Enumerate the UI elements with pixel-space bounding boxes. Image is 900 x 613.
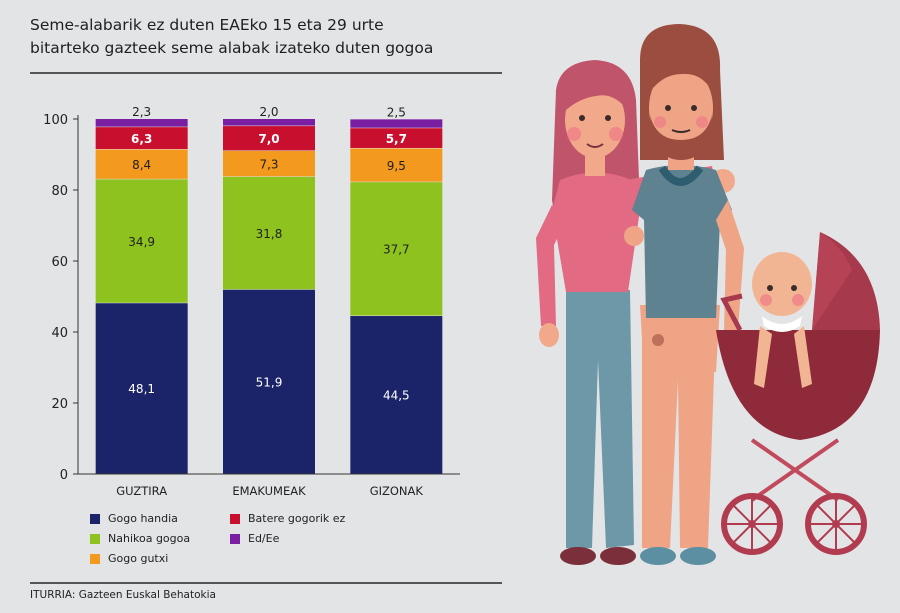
legend-swatch-ed-ee (230, 533, 240, 544)
stacked-bar-chart: 0 20 40 60 80 100 48,1 34,9 8,4 6,3 2,3 GUZTIRA 51,9… (43, 105, 460, 498)
legend-label-gogo-handia: Gogo handia (108, 512, 178, 525)
bar-segment-gogo-handia-gizonak (350, 316, 443, 474)
bar-segment-nahikoa-gogoa-emakumeak (223, 176, 315, 290)
source-note: ITURRIA: Gazteen Euskal Behatokia (30, 589, 216, 601)
data-label-ed-ee-emakumeak: 2,0 (259, 105, 278, 119)
legend-item-nahikoa-gogoa: Nahikoa gogoa (90, 532, 190, 545)
woman-figure (536, 60, 735, 565)
data-label-batere-gogorik-ez-guztira: 6,3 (131, 132, 152, 146)
legend-item-gogo-handia: Gogo handia (90, 512, 178, 525)
bar-segment-nahikoa-gogoa-gizonak (350, 182, 443, 316)
y-tick-label: 40 (51, 326, 68, 341)
legend-label-nahikoa-gogoa: Nahikoa gogoa (108, 532, 191, 545)
x-category-label-gizonak: GIZONAK (370, 484, 424, 498)
data-label-gogo-gutxi-guztira: 8,4 (132, 158, 151, 172)
bar-segment-ed-ee-emakumeak (223, 119, 315, 126)
data-label-nahikoa-gogoa-emakumeak: 31,8 (256, 227, 283, 241)
legend-label-batere-gogorik-ez: Batere gogorik ez (248, 512, 346, 525)
bar-segment-gogo-handia-guztira (95, 303, 188, 474)
data-label-nahikoa-gogoa-guztira: 34,9 (128, 235, 155, 249)
data-label-ed-ee-guztira: 2,3 (132, 105, 151, 119)
y-tick-label: 0 (60, 468, 68, 483)
legend-swatch-nahikoa-gogoa (90, 533, 100, 544)
data-label-nahikoa-gogoa-gizonak: 37,7 (383, 243, 410, 257)
chart-title-line-2: bitarteko gazteek seme alabak izateko du… (30, 39, 434, 57)
x-category-label-guztira: GUZTIRA (116, 484, 167, 498)
data-label-gogo-handia-emakumeak: 51,9 (256, 375, 283, 389)
baby-figure (752, 252, 812, 388)
bar-segment-gogo-gutxi-guztira (95, 149, 188, 179)
bar-segment-nahikoa-gogoa-guztira (95, 179, 188, 303)
bar-segment-batere-gogorik-ez-gizonak (350, 128, 443, 148)
chart-title: Seme-alabarik ez duten EAEko 15 eta 29 u… (30, 14, 510, 60)
data-label-gogo-gutxi-emakumeak: 7,3 (259, 157, 278, 171)
legend-swatch-batere-gogorik-ez (230, 513, 240, 524)
bar-segment-gogo-gutxi-gizonak (350, 148, 443, 182)
bar-segment-gogo-handia-emakumeak (223, 289, 315, 474)
legend-label-gogo-gutxi: Gogo gutxi (108, 552, 169, 565)
legend-item-batere-gogorik-ez: Batere gogorik ez (230, 512, 345, 525)
legend-item-gogo-gutxi: Gogo gutxi (90, 552, 168, 565)
bar-segment-gogo-gutxi-emakumeak (223, 150, 315, 177)
source-divider (30, 582, 502, 584)
y-tick-label: 100 (43, 113, 68, 128)
x-category-label-emakumeak: EMAKUMEAK (232, 484, 306, 498)
y-tick-label: 60 (51, 255, 68, 270)
bar-segment-batere-gogorik-ez-guztira (95, 127, 188, 150)
y-tick-label: 80 (51, 184, 68, 199)
bar-segment-batere-gogorik-ez-emakumeak (223, 126, 315, 151)
data-label-gogo-gutxi-gizonak: 9,5 (387, 159, 406, 173)
bar-segment-ed-ee-gizonak (350, 119, 443, 128)
title-divider (30, 72, 502, 74)
data-label-batere-gogorik-ez-emakumeak: 7,0 (258, 132, 279, 146)
data-label-ed-ee-gizonak: 2,5 (387, 105, 406, 119)
legend-swatch-gogo-handia (90, 513, 100, 524)
legend-label-ed-ee: Ed/Ee (248, 532, 280, 545)
baby-carriage (716, 232, 880, 555)
data-label-gogo-handia-gizonak: 44,5 (383, 389, 410, 403)
chart-title-line-1: Seme-alabarik ez duten EAEko 15 eta 29 u… (30, 16, 384, 34)
legend-swatch-gogo-gutxi (90, 553, 100, 564)
legend-item-ed-ee: Ed/Ee (230, 532, 279, 545)
y-tick-label: 20 (51, 397, 68, 412)
man-figure (624, 24, 744, 565)
data-label-gogo-handia-guztira: 48,1 (128, 382, 155, 396)
data-label-batere-gogorik-ez-gizonak: 5,7 (386, 132, 407, 146)
bar-segment-ed-ee-guztira (95, 119, 188, 127)
